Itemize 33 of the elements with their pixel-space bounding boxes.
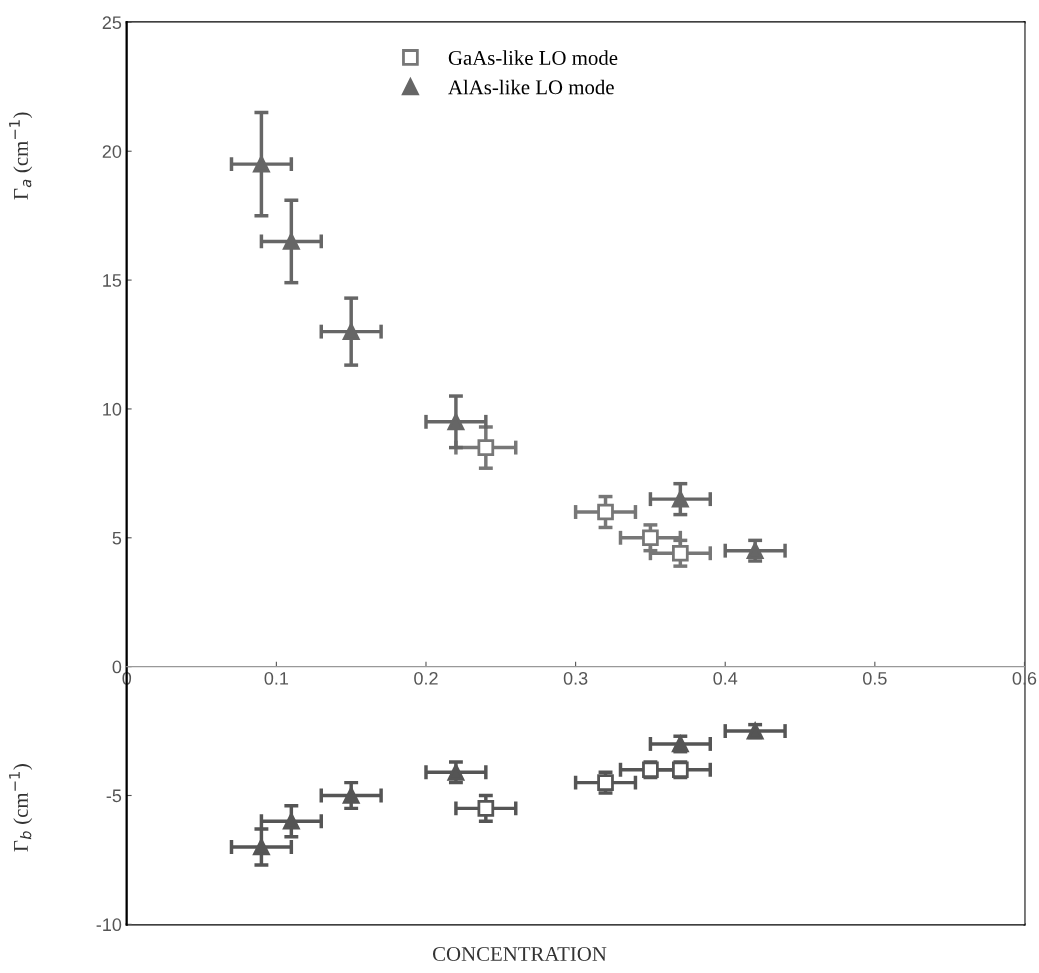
point xyxy=(283,812,300,830)
point xyxy=(597,503,614,521)
y-axis-title: Γ$_{a}$ (cm$^{−1}$) xyxy=(9,112,33,200)
point xyxy=(477,439,495,456)
point xyxy=(672,544,689,562)
y-tick-label: 20 xyxy=(102,145,122,158)
legend-label: GaAs-like LO mode xyxy=(448,50,618,65)
x-axis-title: CONCENTRATION xyxy=(432,946,607,961)
point xyxy=(477,800,495,817)
y-tick-label: 5 xyxy=(112,531,122,545)
point xyxy=(342,787,360,804)
point xyxy=(447,763,465,781)
point xyxy=(642,529,659,547)
point xyxy=(746,542,764,560)
point xyxy=(672,490,689,508)
y-tick-label: 25 xyxy=(102,16,122,30)
y-tick-label: 15 xyxy=(103,274,122,287)
point xyxy=(447,413,465,431)
point xyxy=(283,233,300,250)
x-tick-label: 0.3 xyxy=(563,671,588,685)
text: Γ$_{b}$ (cm$^{−1}$) xyxy=(9,764,33,852)
point xyxy=(253,838,270,856)
point xyxy=(253,155,270,173)
x-tick-label: 0.5 xyxy=(862,671,887,685)
point xyxy=(342,323,360,340)
y-tick-label: 10 xyxy=(103,402,122,416)
y-tick-label: 0 xyxy=(112,660,122,674)
x-tick-label: 0.2 xyxy=(414,671,438,685)
legend-label: AlAs-like LO mode xyxy=(448,79,614,95)
x-tick-label: 0.1 xyxy=(264,671,289,685)
y-tick-label: -10 xyxy=(96,918,122,932)
y-tick-label: -5 xyxy=(106,789,122,803)
x-tick-label: 0.4 xyxy=(713,671,738,685)
